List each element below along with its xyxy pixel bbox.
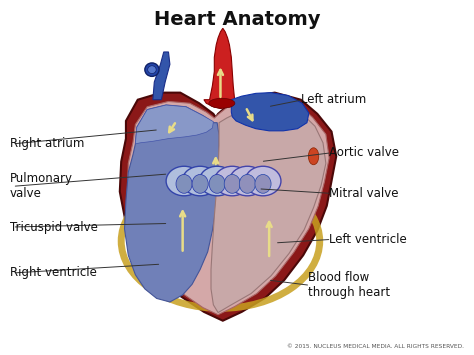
Ellipse shape xyxy=(245,166,281,196)
Ellipse shape xyxy=(229,166,265,196)
Polygon shape xyxy=(211,107,326,313)
Text: Right atrium: Right atrium xyxy=(10,137,84,151)
Polygon shape xyxy=(204,28,241,109)
Text: Left ventricle: Left ventricle xyxy=(329,233,407,246)
Polygon shape xyxy=(231,93,309,131)
Text: Aortic valve: Aortic valve xyxy=(329,146,399,159)
Ellipse shape xyxy=(182,166,218,196)
Ellipse shape xyxy=(145,63,159,76)
Polygon shape xyxy=(120,93,336,321)
Polygon shape xyxy=(136,105,213,144)
Text: Tricuspid valve: Tricuspid valve xyxy=(10,220,98,234)
Ellipse shape xyxy=(199,166,235,196)
Text: Right ventricle: Right ventricle xyxy=(10,267,97,279)
Text: Left atrium: Left atrium xyxy=(301,93,366,106)
Ellipse shape xyxy=(255,174,271,193)
Ellipse shape xyxy=(309,148,319,165)
Polygon shape xyxy=(125,105,219,302)
Ellipse shape xyxy=(224,174,240,193)
Polygon shape xyxy=(153,52,170,100)
Text: Mitral valve: Mitral valve xyxy=(329,187,399,200)
Ellipse shape xyxy=(209,174,225,193)
Ellipse shape xyxy=(176,174,192,193)
Ellipse shape xyxy=(148,66,156,73)
Ellipse shape xyxy=(192,174,208,193)
Polygon shape xyxy=(128,97,329,315)
Text: Heart Anatomy: Heart Anatomy xyxy=(154,10,320,28)
Ellipse shape xyxy=(166,166,202,196)
Ellipse shape xyxy=(209,98,235,108)
Ellipse shape xyxy=(239,174,255,193)
Text: Pulmonary
valve: Pulmonary valve xyxy=(10,172,73,200)
Text: © 2015. NUCLEUS MEDICAL MEDIA. ALL RIGHTS RESERVED.: © 2015. NUCLEUS MEDICAL MEDIA. ALL RIGHT… xyxy=(287,344,464,349)
Ellipse shape xyxy=(214,166,250,196)
Text: Blood flow
through heart: Blood flow through heart xyxy=(308,271,390,299)
